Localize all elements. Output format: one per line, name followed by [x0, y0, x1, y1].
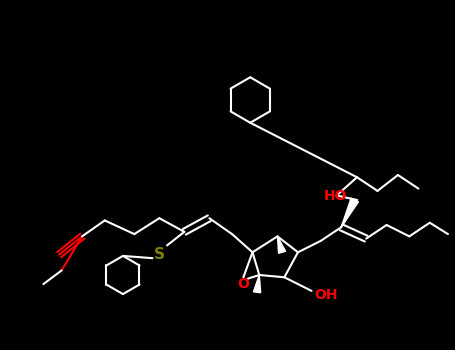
Text: OH: OH [314, 288, 337, 302]
Polygon shape [341, 198, 359, 227]
Text: O: O [238, 277, 249, 291]
Text: HO: HO [324, 189, 347, 203]
Polygon shape [278, 236, 286, 253]
Text: S: S [154, 247, 165, 262]
Polygon shape [253, 275, 261, 293]
